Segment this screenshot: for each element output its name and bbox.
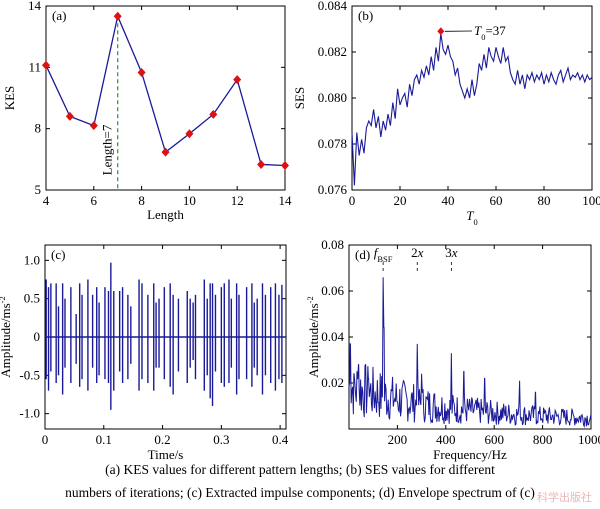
x-axis-label-part: T [466, 208, 474, 223]
kes-point [209, 109, 218, 119]
y-tick-label: -0.5 [19, 367, 40, 382]
x-tick-label: 80 [538, 193, 551, 208]
y-tick-label: -1.0 [19, 406, 40, 421]
ses-annotation-label-part: 0 [481, 32, 485, 42]
ses-series-line [351, 33, 593, 186]
figure-caption-line-1: (a) KES values for different pattern len… [105, 462, 495, 477]
x-tick-label: 60 [490, 193, 503, 208]
envelope-spectrum-line [348, 277, 592, 429]
x-tick-label: 100 [582, 193, 600, 208]
y-tick-label: 11 [28, 59, 41, 74]
x-tick-label: 0 [42, 432, 49, 447]
y-tick-label: 0.076 [318, 182, 348, 197]
x-tick-label: 0 [349, 193, 356, 208]
kes-point [65, 111, 74, 121]
x-tick-label: 600 [484, 432, 504, 447]
harmonic-marker-label-part: 3 [445, 245, 452, 260]
panel-label: (d) [355, 247, 370, 262]
y-axis-label-part: -2 [0, 296, 7, 303]
y-axis-label-part: Amplitude/ms [306, 303, 321, 377]
x-axis-label: T0 [466, 208, 477, 227]
panel-label: (c) [51, 247, 65, 262]
x-tick-label: 200 [388, 432, 408, 447]
y-tick-label: 14 [28, 0, 42, 13]
y-tick-label: 0.084 [318, 0, 348, 13]
y-axis-label: Amplitude/ms-2 [0, 296, 13, 377]
harmonic-marker-label: 3x [445, 245, 458, 260]
y-tick-label: 0.078 [318, 136, 347, 151]
y-axis-label: Amplitude/ms-2 [305, 296, 321, 377]
x-tick-label: 14 [279, 193, 293, 208]
panel-a: 4 6 8 10 12 14 5 8 11 14 (a) Length=7 Length KES [2, 0, 292, 222]
panel-label: (a) [52, 8, 66, 23]
panel-c: 0 0.1 0.2 0.3 0.4 -1.0 -0.5 0 0.5 1.0 (c) Time/s Amp… [0, 244, 289, 462]
x-tick-label: 8 [138, 193, 145, 208]
kes-point [137, 67, 146, 77]
x-tick-label: 0.4 [272, 432, 289, 447]
length-annotation-label: Length=7 [100, 124, 115, 175]
y-tick-label: 0.06 [321, 283, 344, 298]
x-tick-label: 40 [442, 193, 455, 208]
y-tick-label: 0.04 [321, 329, 344, 344]
harmonic-marker-label-part: f [374, 245, 380, 260]
y-tick-label: 0.080 [318, 90, 347, 105]
plot-frame [45, 5, 286, 191]
figure-caption-line-2: numbers of iterations; (c) Extracted imp… [65, 485, 535, 500]
y-tick-label: 8 [35, 121, 42, 136]
ses-annotation-label-part: =37 [485, 23, 506, 38]
harmonic-marker-label: fBSF [374, 245, 393, 264]
kes-point [257, 159, 266, 169]
kes-point [233, 75, 242, 85]
x-tick-label: 6 [91, 193, 98, 208]
y-tick-label: 0 [34, 329, 41, 344]
plot-frame [351, 5, 593, 191]
x-tick-label: 0.2 [154, 432, 170, 447]
x-tick-label: 4 [43, 193, 50, 208]
y-tick-label: 0.08 [321, 237, 344, 252]
x-axis-label: Length [147, 207, 184, 222]
harmonic-marker-label-part: 2 [411, 245, 418, 260]
y-tick-label: 5 [35, 182, 42, 197]
x-tick-label: 20 [394, 193, 407, 208]
y-tick-label: 0.082 [318, 44, 347, 59]
x-tick-label: 0.3 [213, 432, 229, 447]
kes-point [185, 129, 194, 139]
kes-point [89, 121, 98, 131]
publisher-watermark: 科学出版社 [537, 491, 592, 504]
kes-point [113, 11, 122, 21]
harmonic-marker-label-part: BSF [377, 254, 392, 264]
panel-label: (b) [358, 8, 373, 23]
panel-b: 0 20 40 60 80 100 0.076 0.078 0.080 0.082 0.084 (b)… [292, 0, 600, 227]
ses-annotation-label-part: T [474, 23, 482, 38]
y-axis-label: KES [2, 86, 17, 111]
y-tick-label: 0.5 [24, 291, 40, 306]
y-tick-label: 0.02 [321, 375, 344, 390]
kes-point [281, 160, 289, 170]
x-tick-label: 800 [533, 432, 553, 447]
y-axis-label-part: Amplitude/ms [0, 303, 13, 377]
ses-max-point [437, 27, 445, 36]
harmonic-marker-label-part: x [417, 245, 424, 260]
x-tick-label: 10 [183, 193, 196, 208]
y-axis-label: SES [292, 87, 307, 109]
harmonic-marker-label-part: x [451, 245, 458, 260]
y-tick-label: 1.0 [24, 252, 40, 267]
y-axis-label-part: -2 [305, 296, 315, 303]
x-tick-label: 400 [436, 432, 456, 447]
x-tick-label: 12 [231, 193, 244, 208]
kes-point [42, 60, 50, 70]
harmonic-marker-label: 2x [411, 245, 424, 260]
x-tick-label: 0.1 [96, 432, 112, 447]
kes-point [161, 147, 170, 157]
x-axis-label: Frequency/Hz [433, 447, 507, 462]
kes-series-line [45, 14, 286, 167]
ses-annotation-label: T0=37 [474, 23, 506, 42]
x-axis-label-part: 0 [474, 217, 478, 227]
x-axis-label: Time/s [148, 447, 184, 462]
